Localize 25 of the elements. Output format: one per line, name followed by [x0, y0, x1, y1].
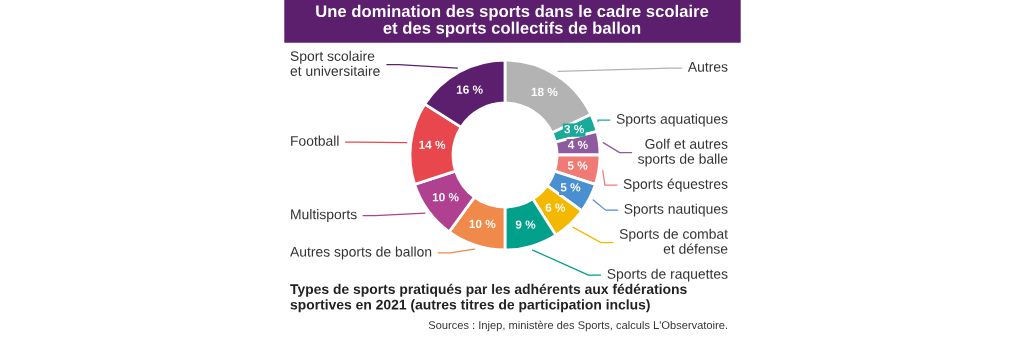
data-label: 14 %	[419, 140, 446, 149]
source-note: Sources : Injep, ministère des Sports, calculs L'Observatoire.	[428, 320, 727, 332]
slice-label: Sport scolaire et universitaire	[290, 50, 380, 76]
slice-label: Autres	[687, 62, 728, 72]
data-label: 9 %	[515, 220, 536, 229]
data-label: 4 %	[567, 140, 588, 149]
data-label: 5 %	[560, 183, 581, 192]
slice-label: Football	[291, 135, 339, 146]
data-label: 10 %	[432, 193, 459, 202]
data-label: 3 %	[564, 124, 585, 134]
chart-title: Une domination des sports dans le cadre scolaire et des sports collectifs de ballon	[316, 4, 709, 38]
slice-label: Sports aquatiques	[616, 113, 728, 127]
slice-label: Autres sports de ballon	[290, 246, 432, 260]
data-label: 10 %	[469, 219, 496, 229]
slice-label: Sports nautiques	[624, 203, 728, 217]
slice-label: Sports de combat et défense	[619, 228, 728, 254]
slice-label: Multisports	[291, 209, 357, 223]
slice-label: Sports équestres	[623, 178, 728, 192]
text: Types de sports pratiqués par les adhérents aux fédérations sportives en 2021 (autres titres de participation inclus)	[290, 283, 687, 313]
data-label: 16 %	[456, 85, 483, 94]
slice-label: Golf et autres sports de balle	[638, 138, 728, 167]
data-label: 6 %	[545, 203, 566, 212]
data-label: 18 %	[531, 87, 558, 97]
data-label: 5 %	[567, 161, 588, 170]
slice-label: Sports de raquettes	[607, 268, 728, 282]
